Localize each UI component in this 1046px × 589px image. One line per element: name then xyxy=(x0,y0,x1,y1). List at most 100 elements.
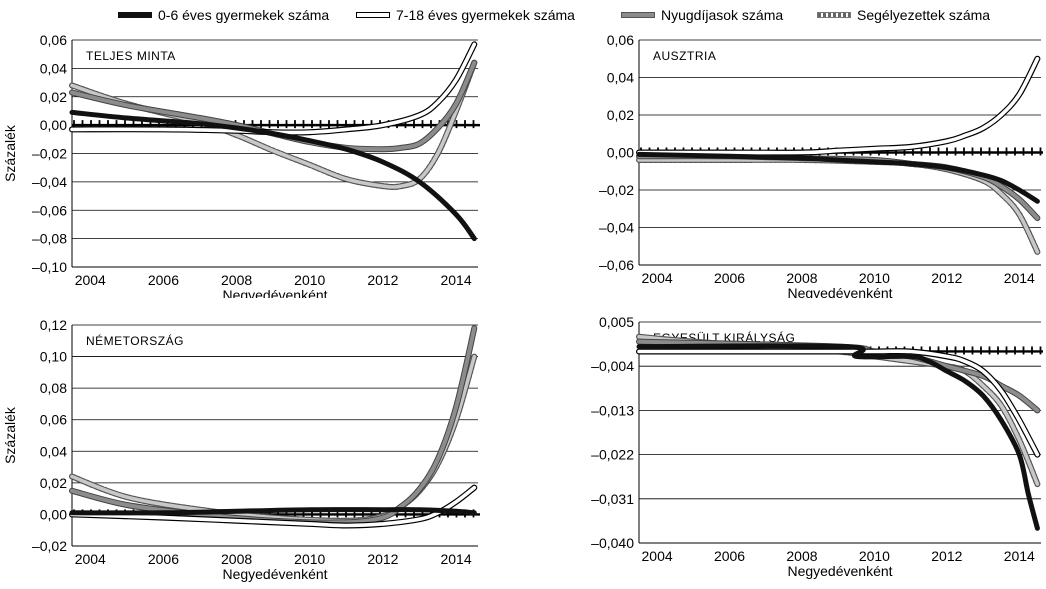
legend-label: Segélyezettek száma xyxy=(857,7,991,23)
y-tick-label: –0,06 xyxy=(599,257,634,273)
x-tick-label: 2014 xyxy=(1004,270,1035,286)
x-tick-label: 2006 xyxy=(714,548,745,564)
series-line xyxy=(637,56,1040,155)
y-tick-label: –0,08 xyxy=(32,231,67,247)
y-axis-title: Százalék xyxy=(2,406,18,464)
series-black xyxy=(636,343,1040,531)
chart-teljes-minta: 0,06 0,04 0,02 0,00 –0,02 –0,04 –0,06 –0,08 –0,1… xyxy=(0,30,523,303)
x-tick-label: 2014 xyxy=(440,551,471,567)
series-white xyxy=(69,41,478,136)
chart-svg: 0,12 0,10 0,08 0,06 0,04 0,02 0,00 –0,02 2004 200… xyxy=(2,317,480,582)
y-tick-label: –0,040 xyxy=(591,535,634,551)
y-tick-label: 0,02 xyxy=(40,475,67,491)
series-line xyxy=(636,151,1040,204)
y-tick-label: 0,00 xyxy=(607,145,634,161)
legend-item-4: Segélyezettek száma xyxy=(817,6,990,24)
y-tick-label: 0,02 xyxy=(40,89,67,105)
legend-swatch-black xyxy=(118,12,152,18)
y-tick-label: 0,02 xyxy=(607,107,634,123)
series-white xyxy=(636,55,1041,156)
series-outline xyxy=(636,55,1041,156)
legend-item-2: 7-18 éves gyermekek száma xyxy=(356,6,575,24)
x-axis-title: Negyedévenként xyxy=(787,285,892,298)
y-tick-label: –0,031 xyxy=(591,491,634,507)
x-tick-label: 2004 xyxy=(75,272,106,288)
series-line xyxy=(637,154,1040,221)
chart-egyesult-kiralysag: 0,005 –0,004 –0,013 –0,022 –0,031 –0,040 2004 2… xyxy=(523,310,1046,584)
x-tick-label: 2006 xyxy=(148,551,179,567)
x-tick-label: 2006 xyxy=(148,272,179,288)
x-tick-label: 2012 xyxy=(367,272,398,288)
series-gray xyxy=(69,59,478,153)
y-tick-label: 0,04 xyxy=(40,60,67,76)
x-tick-label: 2008 xyxy=(221,551,252,567)
legend-item-3: Nyugdíjasok száma xyxy=(621,6,783,24)
series-black xyxy=(69,109,477,242)
y-axis-title: Százalék xyxy=(2,124,18,182)
series-line xyxy=(636,343,1040,531)
series-black xyxy=(636,151,1040,204)
legend: 0-6 éves gyermekek száma 7-18 éves gyerme… xyxy=(0,0,1046,30)
y-tick-label: –0,013 xyxy=(591,402,634,418)
x-tick-label: 2014 xyxy=(440,272,471,288)
x-tick-label: 2008 xyxy=(786,270,817,286)
y-tick-label: –0,02 xyxy=(32,538,67,554)
series-line xyxy=(70,326,477,525)
y-tick-label: 0,06 xyxy=(607,32,634,48)
chart-nemetorszag: 0,12 0,10 0,08 0,06 0,04 0,02 0,00 –0,02 2004 200… xyxy=(0,310,523,584)
y-tick-label: 0,10 xyxy=(40,349,67,365)
series-line xyxy=(70,42,477,135)
x-axis-title: Negyedévenként xyxy=(222,287,327,298)
x-tick-label: 2010 xyxy=(859,548,890,564)
series-line xyxy=(69,507,477,516)
legend-swatch-white xyxy=(356,12,390,18)
x-tick-label: 2012 xyxy=(931,548,962,564)
x-tick-label: 2004 xyxy=(642,270,673,286)
y-tick-label: 0,08 xyxy=(40,380,67,396)
y-tick-label: –0,004 xyxy=(591,358,634,374)
legend-label: Nyugdíjasok száma xyxy=(661,7,784,23)
y-tick-label: –0,02 xyxy=(32,146,67,162)
chart-svg: 0,06 0,04 0,02 0,00 –0,02 –0,04 –0,06 –0,08 –0,1… xyxy=(2,32,480,303)
series-white xyxy=(636,348,1041,458)
y-tick-label: –0,10 xyxy=(32,259,67,275)
x-tick-label: 2010 xyxy=(859,270,890,286)
y-tick-label: 0,04 xyxy=(40,443,67,459)
legend-label: 0-6 éves gyermekek száma xyxy=(158,7,330,23)
series-gray xyxy=(69,325,478,526)
x-tick-label: 2012 xyxy=(367,551,398,567)
y-tick-label: 0,00 xyxy=(40,506,67,522)
chart-ausztria: 0,06 0,04 0,02 0,00 –0,02 –0,04 –0,06 2004 2006 2… xyxy=(523,30,1046,301)
series-line xyxy=(637,349,1040,457)
series-line xyxy=(69,109,477,242)
x-axis-title: Negyedévenként xyxy=(222,566,327,582)
legend-swatch-dashed xyxy=(817,12,851,18)
x-tick-label: 2006 xyxy=(714,270,745,286)
y-tick-label: –0,04 xyxy=(32,174,67,190)
panel-label: TELJES MINTA xyxy=(86,49,176,63)
chart-svg: 0,005 –0,004 –0,013 –0,022 –0,031 –0,040 2004 2… xyxy=(591,314,1043,579)
x-tick-label: 2012 xyxy=(931,270,962,286)
y-tick-label: 0,06 xyxy=(40,412,67,428)
x-axis-title: Negyedévenként xyxy=(787,563,892,579)
y-tick-label: 0,005 xyxy=(599,314,634,330)
y-tick-label: 0,06 xyxy=(40,32,67,48)
x-tick-label: 2004 xyxy=(642,548,673,564)
series-outline xyxy=(636,153,1041,222)
series-gray xyxy=(636,153,1041,222)
y-tick-label: –0,022 xyxy=(591,447,634,463)
y-tick-label: 0,04 xyxy=(607,70,634,86)
x-tick-label: 2010 xyxy=(294,551,325,567)
x-tick-label: 2010 xyxy=(294,272,325,288)
legend-label: 7-18 éves gyermekek száma xyxy=(396,7,575,23)
y-tick-label: –0,06 xyxy=(32,202,67,218)
x-tick-label: 2008 xyxy=(786,548,817,564)
y-tick-label: 0,12 xyxy=(40,317,67,333)
y-tick-label: –0,02 xyxy=(599,182,634,198)
legend-swatch-gray xyxy=(621,12,655,18)
y-tick-label: –0,04 xyxy=(599,220,634,236)
panel-label: AUSZTRIA xyxy=(653,49,716,63)
panel-label: NÉMETORSZÁG xyxy=(86,333,184,348)
x-tick-label: 2004 xyxy=(75,551,106,567)
legend-item-1: 0-6 éves gyermekek száma xyxy=(118,6,329,24)
